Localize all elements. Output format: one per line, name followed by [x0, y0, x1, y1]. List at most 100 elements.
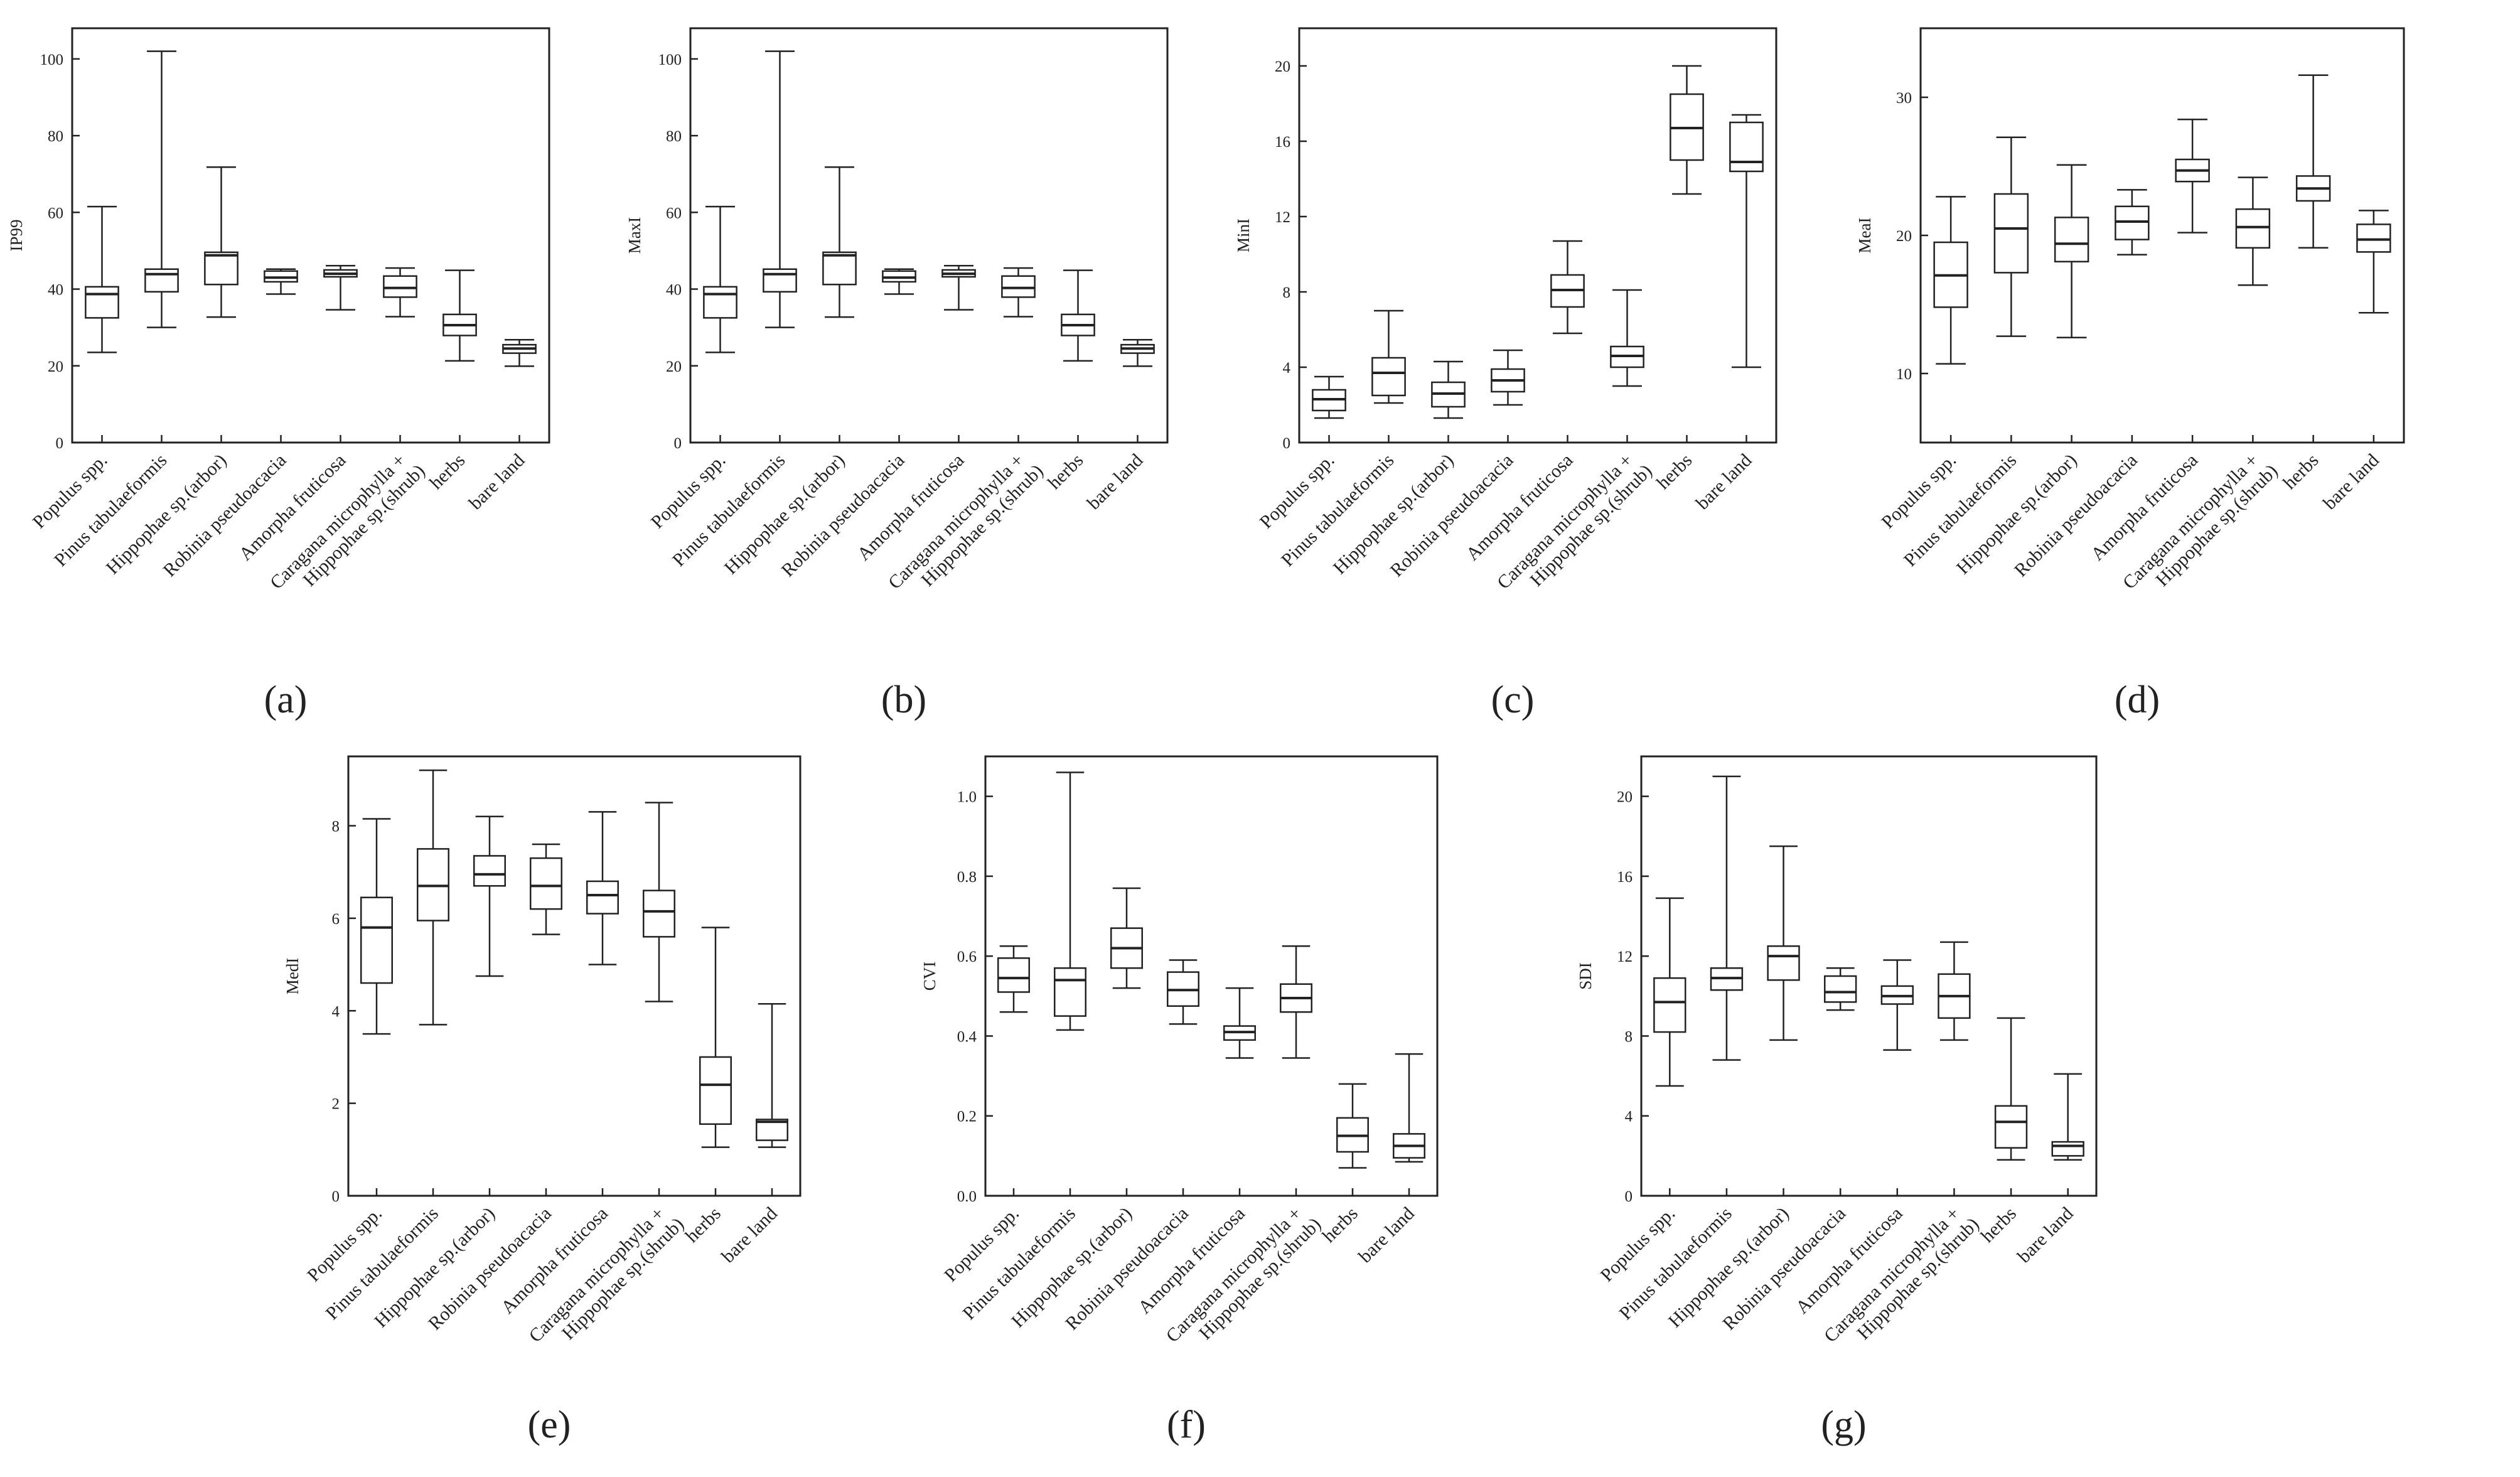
y-tick-label: 10: [1896, 366, 1912, 383]
box-2: [1710, 775, 1744, 1061]
box-3: [204, 166, 239, 318]
box-2: [1993, 136, 2029, 337]
box-1: [85, 205, 119, 353]
y-tick-label: 100: [658, 51, 682, 68]
iqr-box: [643, 889, 675, 938]
box-3: [1431, 360, 1466, 419]
y-tick-label: 20: [1275, 58, 1290, 75]
category-label: Pinus tabulaeformis: [668, 450, 789, 571]
box-7: [442, 269, 477, 362]
category-label-line: bare land: [1354, 1203, 1418, 1267]
box-1: [1653, 897, 1686, 1087]
category-label: bare land: [2319, 450, 2383, 514]
iqr-box: [1767, 945, 1800, 981]
panel-caption: (a): [264, 679, 308, 721]
category-label-line: herbs: [1044, 450, 1087, 493]
category-label-line: herbs: [2279, 450, 2322, 493]
box-4: [1167, 959, 1199, 1025]
plot-frame: [984, 755, 1439, 1197]
box-4: [2115, 189, 2150, 256]
box-1: [1933, 196, 1968, 365]
box-3: [822, 166, 857, 318]
y-tick-label: 80: [666, 128, 682, 145]
y-tick-label: 40: [48, 282, 63, 299]
plot-frame: [1298, 27, 1777, 444]
iqr-box: [360, 896, 393, 984]
category-label: herbs: [1977, 1203, 2020, 1247]
category-label: bare land: [1083, 450, 1147, 514]
box-1: [1312, 375, 1346, 419]
box-5: [941, 265, 976, 311]
box-8: [502, 338, 537, 367]
iqr-box: [763, 268, 797, 293]
y-tick-label: 0.4: [957, 1028, 977, 1045]
box-5: [1223, 987, 1256, 1059]
box-7: [699, 926, 732, 1148]
y-tick-label: 30: [1896, 90, 1912, 107]
category-label-line: bare land: [2013, 1203, 2078, 1267]
box-2: [1371, 309, 1406, 404]
category-label: Pinus tabulaeformis: [1900, 450, 2020, 571]
box-4: [882, 268, 916, 295]
box-2: [417, 769, 449, 1026]
category-label: bare land: [2013, 1203, 2078, 1267]
y-tick-label: 8: [1625, 1028, 1633, 1045]
iqr-box: [2235, 208, 2271, 249]
box-3: [2054, 164, 2089, 339]
iqr-box: [1001, 275, 1036, 298]
box-1: [703, 205, 737, 353]
y-tick-label: 0.8: [957, 869, 977, 886]
y-tick-label: 8: [332, 819, 340, 835]
box-6: [1938, 941, 1971, 1041]
box-4: [1491, 349, 1525, 406]
iqr-box: [997, 957, 1030, 993]
box-8: [756, 1002, 788, 1148]
box-6: [2235, 176, 2271, 286]
box-8: [1729, 114, 1764, 368]
category-label: herbs: [2279, 450, 2322, 493]
iqr-box: [1994, 1105, 2028, 1149]
plot-frame: [689, 27, 1169, 444]
plot-frame: [1919, 27, 2405, 444]
box-8: [1393, 1053, 1425, 1163]
iqr-box: [85, 286, 119, 319]
box-7: [1670, 65, 1704, 195]
category-label-line: herbs: [1977, 1203, 2020, 1247]
y-tick-label: 12: [1275, 209, 1290, 226]
category-label-line: bare land: [1083, 450, 1147, 514]
y-axis-title: MaxI: [625, 217, 644, 254]
y-tick-label: 20: [1896, 228, 1912, 245]
y-tick-label: 16: [1275, 134, 1290, 151]
iqr-box: [1729, 121, 1764, 173]
y-tick-label: 20: [48, 358, 63, 375]
iqr-box: [822, 251, 857, 286]
y-tick-label: 2: [332, 1096, 340, 1113]
category-label: Caragana microphylla +Hippophae sp.(shru…: [1493, 446, 1656, 609]
category-label: Caragana microphylla +Hippophae sp.(shru…: [2119, 446, 2282, 609]
box-7: [1336, 1083, 1369, 1169]
iqr-box: [1371, 357, 1406, 397]
y-axis-title: MinI: [1234, 218, 1253, 252]
iqr-box: [204, 251, 239, 286]
iqr-box: [2054, 217, 2089, 263]
iqr-box: [2051, 1141, 2084, 1157]
category-label-line: herbs: [1653, 450, 1696, 493]
panel-caption: (b): [881, 679, 926, 721]
category-label: herbs: [426, 450, 469, 493]
category-label-line: bare land: [465, 450, 529, 514]
panel-caption: (e): [528, 1404, 571, 1446]
y-tick-label: 4: [332, 1003, 340, 1020]
box-4: [530, 843, 562, 935]
iqr-box: [383, 275, 417, 298]
y-tick-label: 20: [1617, 789, 1633, 806]
y-tick-label: 0.0: [957, 1188, 977, 1205]
category-label: bare land: [1354, 1203, 1418, 1267]
box-8: [2051, 1073, 2084, 1161]
box-5: [323, 265, 358, 311]
y-axis-title: SDI: [1576, 962, 1595, 990]
